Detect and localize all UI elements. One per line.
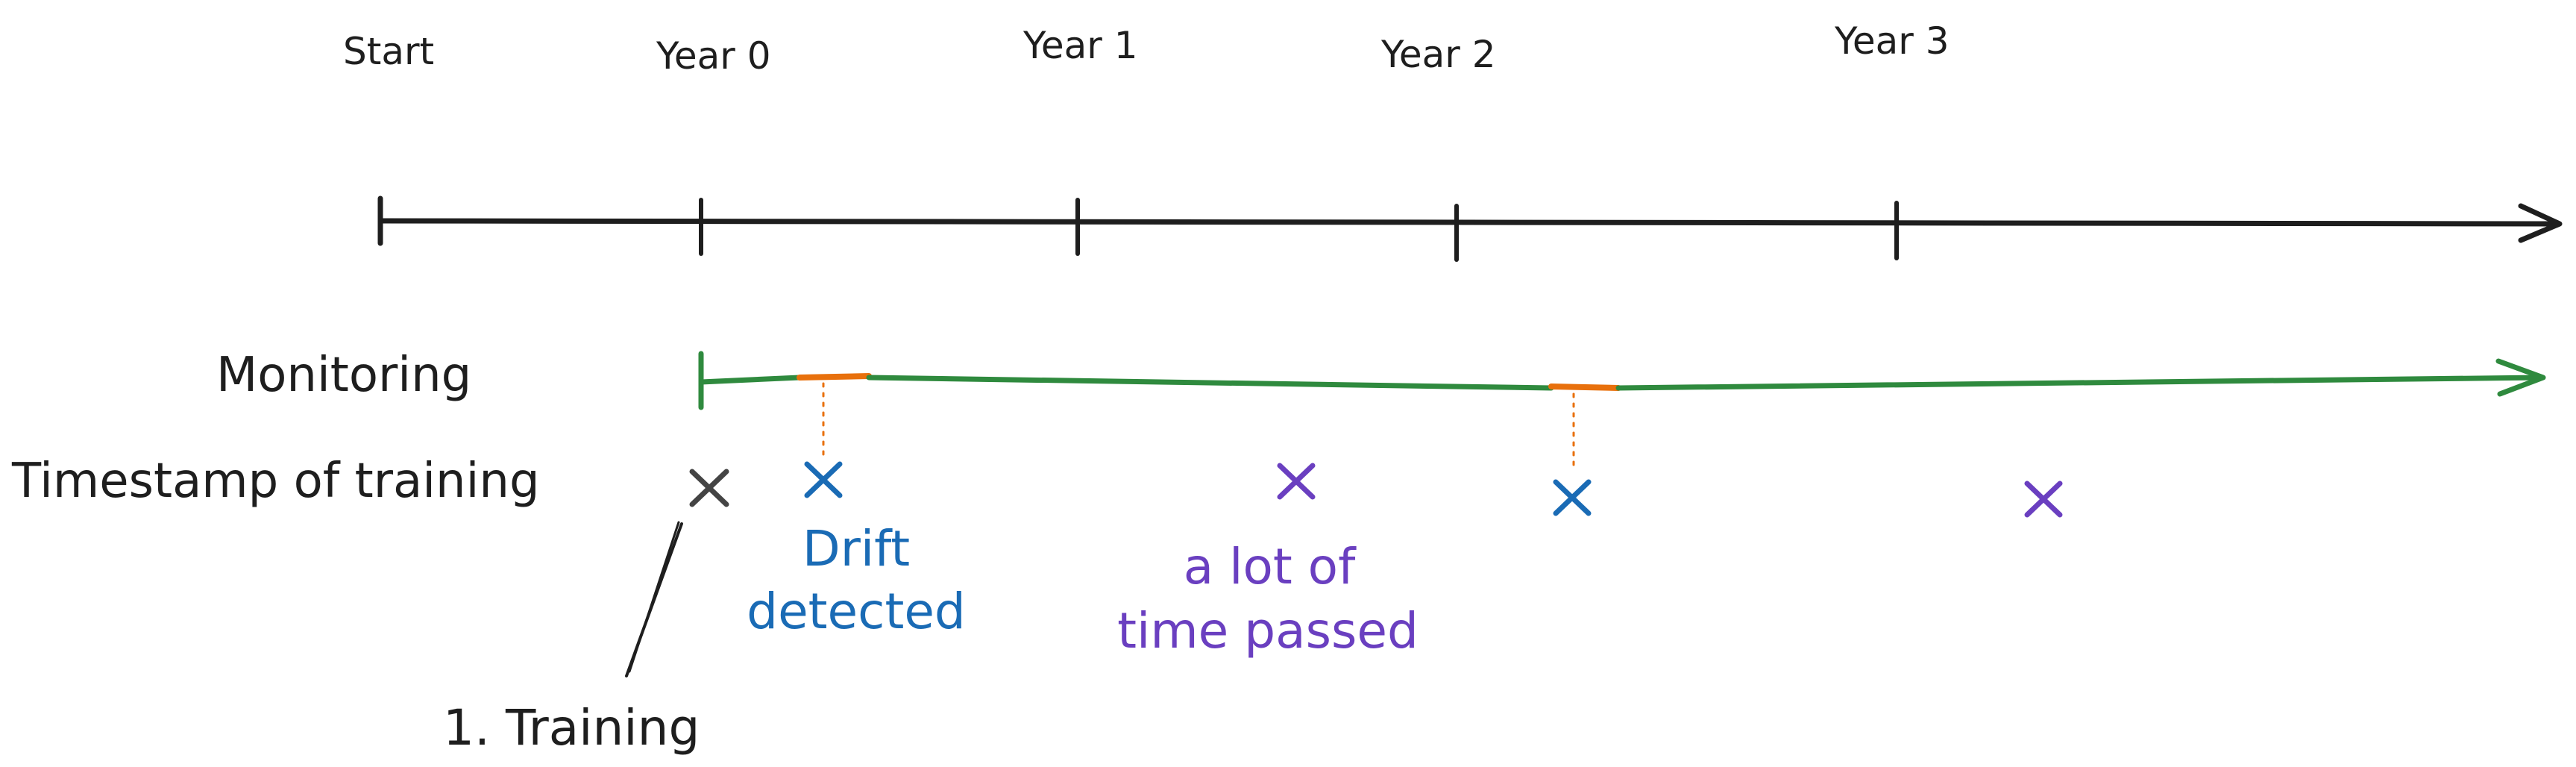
tick-label-year-0: Year 0 [656,34,771,78]
tick-label-year-1: Year 1 [1022,24,1138,67]
time-passed-note: a lot of time passed [1117,538,1419,660]
monitoring-segment-3 [1615,375,2545,391]
drift-detected-note: Drift detected [747,520,966,640]
axis-arrowhead [2518,203,2563,243]
monitoring-segment-2 [866,375,1554,391]
x-mark-icon [2024,480,2063,518]
axis-line [377,218,2560,227]
time-note-line-1: a lot of [1184,538,1357,595]
drift-note-line-2: detected [747,583,966,640]
monitoring-line [698,351,2546,410]
training-pointer [625,521,683,677]
x-mark-icon [1553,479,1592,516]
training-annotation: 1. Training [443,699,700,757]
tick-label-year-3: Year 3 [1834,19,1950,63]
time-axis [377,195,2563,262]
time-note-line-2: time passed [1117,602,1419,660]
tick-label-year-2: Year 2 [1380,33,1496,76]
x-mark-icon [804,461,843,498]
tick-label-start: Start [343,30,434,73]
tick-labels: Start Year 0 Year 1 Year 2 Year 3 [343,19,1950,78]
row-label-monitoring: Monitoring [216,348,471,403]
x-mark-icon [1277,463,1316,500]
drift-segment-1 [797,373,872,381]
monitoring-arrowhead [2495,358,2546,397]
x-mark-icon [689,469,729,507]
drift-note-line-1: Drift [802,520,910,577]
row-label-training: Timestamp of training [11,454,540,509]
drift-segment-2 [1548,384,1621,391]
monitoring-segment-1 [698,375,802,385]
